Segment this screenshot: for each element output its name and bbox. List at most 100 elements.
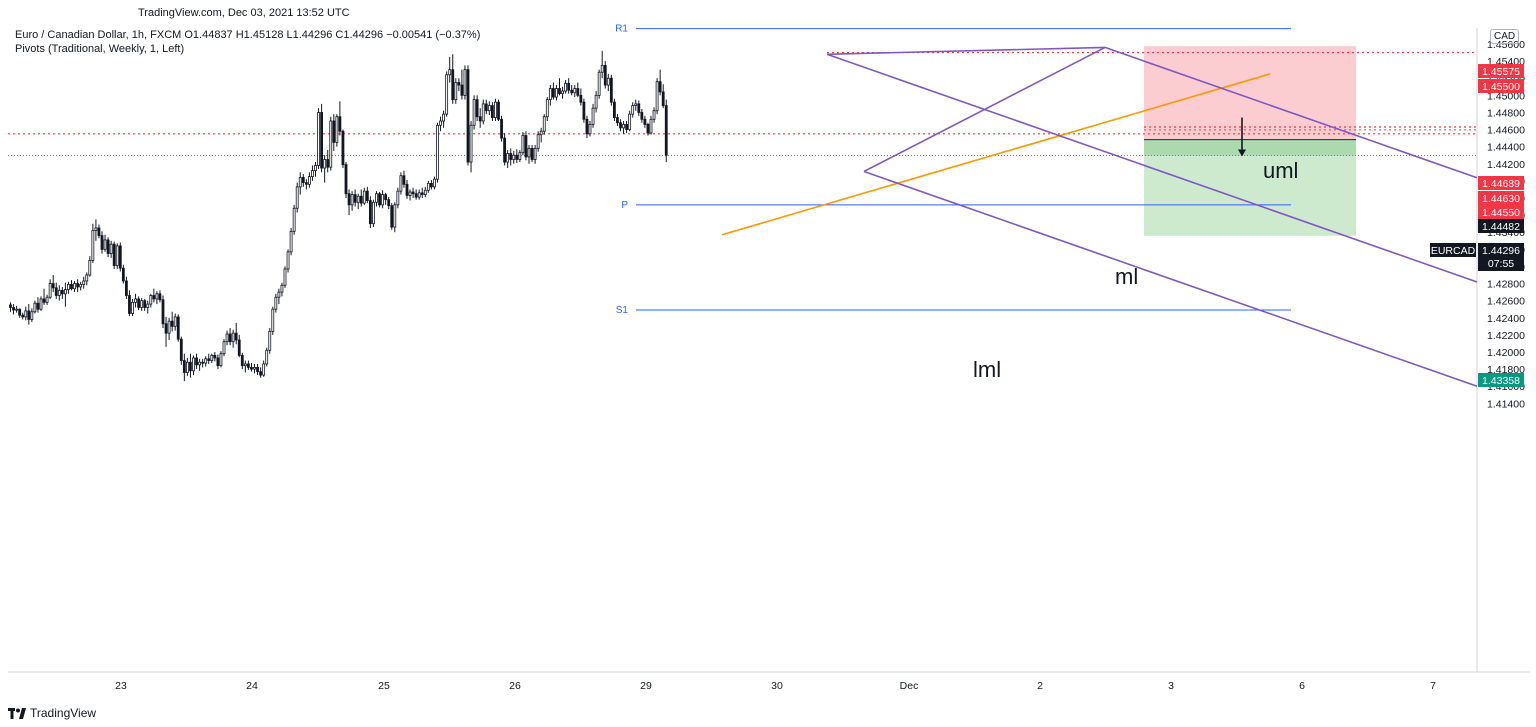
time-tick: Dec (900, 680, 919, 692)
pitchfork-leg-ab[interactable] (826, 46, 1106, 56)
candle-body (15, 308, 19, 311)
candle (125, 276, 128, 299)
candle-body (643, 118, 647, 125)
candle-body (393, 204, 397, 228)
tradingview-logo[interactable]: TradingView (8, 706, 96, 720)
candle-body (472, 99, 476, 126)
candle-body (143, 300, 147, 308)
candle-body (237, 339, 241, 356)
candle-body (591, 107, 595, 125)
price-tag-bg (1478, 191, 1524, 205)
candle (289, 227, 293, 256)
candle (27, 304, 31, 325)
candle (387, 197, 391, 210)
candle (100, 231, 104, 254)
candle (573, 85, 577, 98)
candle-body (60, 289, 64, 295)
symbol-info[interactable]: Euro / Canadian Dollar, 1h, FXCM O1.4483… (15, 29, 481, 41)
candle (301, 174, 305, 187)
candle (603, 61, 607, 89)
candle (460, 69, 464, 100)
candle (250, 363, 253, 372)
candle (396, 187, 400, 209)
currency-button[interactable]: CAD (1490, 29, 1520, 44)
annotation-lml: lml (973, 357, 1001, 382)
indicator-info[interactable]: Pivots (Traditional, Weekly, 1, Left) (15, 43, 185, 55)
candle (201, 358, 205, 368)
candle-body (378, 193, 381, 206)
candle-body (384, 194, 388, 201)
candle-body (250, 366, 253, 370)
candle-body (48, 283, 52, 298)
candle (585, 115, 589, 139)
candle (631, 102, 635, 118)
price-tag: 1.43358 (1478, 373, 1524, 387)
candle-body (54, 287, 58, 296)
candle (527, 144, 531, 164)
price-tag-bg (1478, 373, 1524, 387)
candle (161, 295, 165, 329)
candle-body (314, 165, 317, 172)
candle-body (414, 193, 418, 198)
price-tag-bg (1478, 176, 1524, 190)
risk-reward-zones (1144, 46, 1356, 236)
price-tick: 1.44800 (1487, 107, 1525, 119)
candle (182, 353, 186, 382)
candle-body (460, 84, 464, 96)
price-tag: 1.45575 (1478, 64, 1524, 78)
candle-body (640, 112, 644, 120)
pitchfork-upper-median-line[interactable] (1104, 46, 1478, 179)
candle-body (634, 103, 638, 106)
candle-body (307, 176, 311, 185)
candle (402, 170, 406, 188)
candle (445, 71, 449, 117)
candle (500, 115, 503, 142)
candle-body (420, 192, 424, 195)
candle-body (509, 153, 513, 160)
candle (655, 78, 659, 115)
candle (414, 189, 418, 200)
candle-body (57, 289, 61, 296)
candle (332, 114, 336, 151)
candle-body (429, 183, 433, 188)
candle-body (506, 153, 510, 163)
candle (167, 317, 171, 341)
candle-body (109, 243, 113, 254)
uptrend-line[interactable] (721, 73, 1271, 236)
candle-body (442, 113, 446, 122)
candle (658, 69, 662, 96)
candle-body (408, 191, 412, 196)
pitchfork-lower-median-line[interactable] (863, 170, 1478, 387)
candle-body (387, 199, 391, 207)
candle (195, 353, 198, 370)
candle-body (27, 310, 31, 320)
candle-body (170, 320, 174, 327)
time-tick: 6 (1299, 680, 1305, 692)
candle (173, 313, 177, 331)
candle-body (390, 205, 394, 228)
candle (106, 237, 110, 258)
price-tag: 1.45500 (1478, 79, 1524, 93)
pitchfork-median-line[interactable] (826, 53, 1478, 283)
candle-body (295, 186, 299, 209)
candle-body (573, 88, 577, 94)
candle-body (454, 82, 458, 101)
candle (597, 69, 601, 99)
candle-body (494, 101, 497, 118)
candle-body (582, 101, 586, 120)
candle (283, 266, 287, 288)
candle (490, 102, 494, 121)
candle-body (625, 124, 628, 130)
candle-body (259, 371, 263, 376)
time-tick: 29 (640, 680, 652, 692)
time-tick: 30 (771, 680, 783, 692)
candle-body (79, 283, 83, 288)
candle (436, 122, 439, 183)
candle (539, 127, 543, 143)
candle (558, 78, 561, 96)
candle (619, 119, 622, 132)
candle (21, 312, 25, 320)
candle-body (94, 227, 98, 231)
